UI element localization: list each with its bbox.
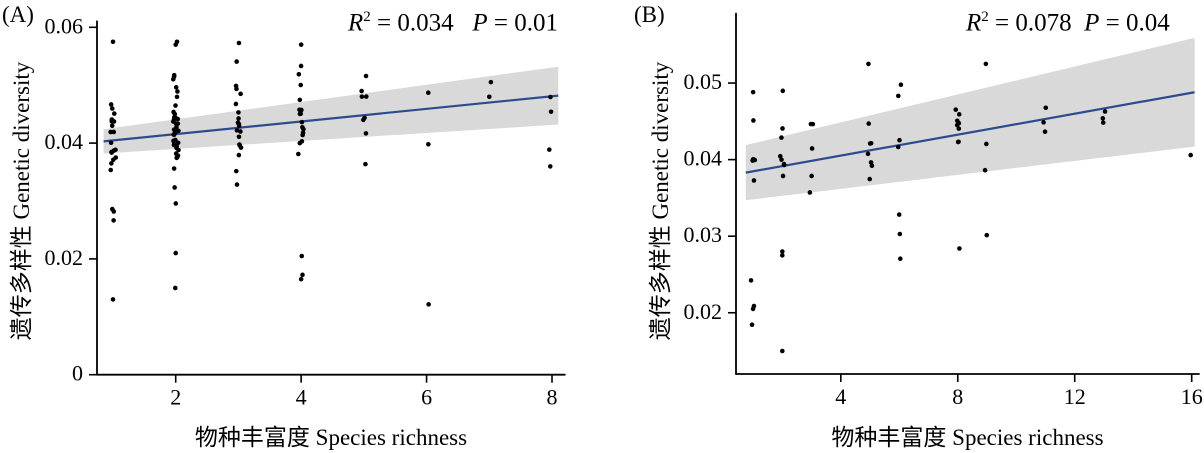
svg-text:0.03: 0.03 xyxy=(684,222,723,247)
svg-text:8: 8 xyxy=(547,385,558,410)
svg-text:12: 12 xyxy=(1064,384,1086,409)
svg-text:4: 4 xyxy=(835,384,846,409)
svg-text:0.05: 0.05 xyxy=(684,69,723,94)
svg-text:0.04: 0.04 xyxy=(684,146,723,171)
svg-text:4: 4 xyxy=(296,385,307,410)
svg-text:0: 0 xyxy=(72,361,83,386)
svg-text:0.06: 0.06 xyxy=(45,13,84,38)
svg-text:0.02: 0.02 xyxy=(684,299,723,324)
svg-text:2: 2 xyxy=(170,385,181,410)
svg-text:16: 16 xyxy=(1181,384,1203,409)
svg-text:6: 6 xyxy=(421,385,432,410)
svg-text:0.02: 0.02 xyxy=(45,245,84,270)
svg-text:0.04: 0.04 xyxy=(45,129,84,154)
svg-text:8: 8 xyxy=(952,384,963,409)
